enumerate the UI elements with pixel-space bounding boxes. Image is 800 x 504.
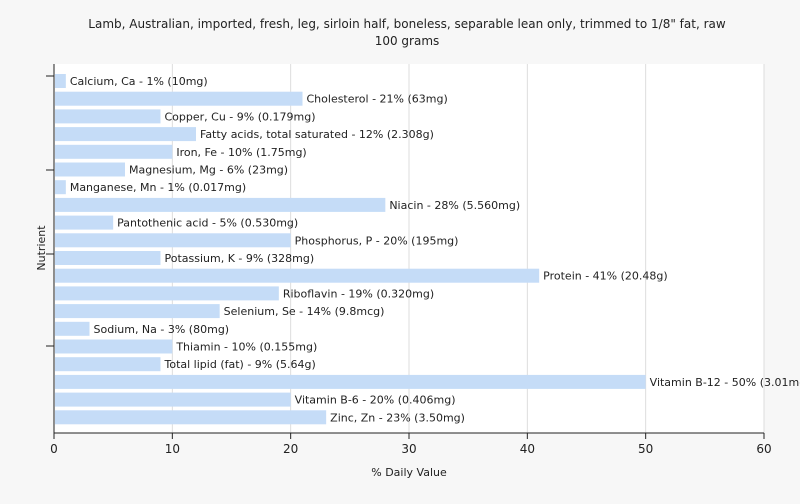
bar-label: Calcium, Ca - 1% (10mg) bbox=[70, 75, 208, 88]
bar-label: Copper, Cu - 9% (0.179mg) bbox=[165, 110, 316, 123]
bar-label: Vitamin B-12 - 50% (3.01mcg) bbox=[650, 376, 800, 389]
bar bbox=[55, 197, 386, 212]
bar-label: Riboflavin - 19% (0.320mg) bbox=[283, 287, 434, 300]
y-axis-title: Nutrient bbox=[35, 225, 48, 271]
bar-label: Cholesterol - 21% (63mg) bbox=[307, 93, 448, 106]
bar-label: Magnesium, Mg - 6% (23mg) bbox=[129, 164, 288, 177]
bar bbox=[55, 286, 279, 301]
x-axis-ticks: 0 10 20 30 40 50 60 bbox=[50, 433, 772, 456]
bar-label: Manganese, Mn - 1% (0.017mg) bbox=[70, 181, 246, 194]
bar bbox=[55, 357, 161, 372]
bar-label: Vitamin B-6 - 20% (0.406mg) bbox=[295, 394, 456, 407]
bar-label: Phosphorus, P - 20% (195mg) bbox=[295, 234, 459, 247]
chart-title-line-2: 100 grams bbox=[375, 34, 440, 48]
bar bbox=[55, 392, 291, 407]
bar-label: Iron, Fe - 10% (1.75mg) bbox=[176, 146, 306, 159]
bar bbox=[55, 144, 173, 159]
x-axis-title: % Daily Value bbox=[371, 466, 447, 479]
x-tick-label: 30 bbox=[401, 442, 416, 456]
bar bbox=[55, 410, 327, 425]
x-tick-label: 10 bbox=[165, 442, 180, 456]
bar bbox=[55, 91, 303, 106]
bar bbox=[55, 304, 220, 319]
x-tick-label: 60 bbox=[756, 442, 771, 456]
bar bbox=[55, 127, 196, 142]
bar-label: Total lipid (fat) - 9% (5.64g) bbox=[164, 358, 316, 371]
bar bbox=[55, 180, 66, 195]
bar bbox=[55, 109, 161, 124]
bar-label: Selenium, Se - 14% (9.8mcg) bbox=[224, 305, 385, 318]
bar-label: Fatty acids, total saturated - 12% (2.30… bbox=[200, 128, 434, 141]
bar bbox=[55, 321, 90, 336]
bar bbox=[55, 268, 540, 283]
bar bbox=[55, 251, 161, 265]
bar-label: Potassium, K - 9% (328mg) bbox=[165, 252, 315, 265]
bar-label: Zinc, Zn - 23% (3.50mg) bbox=[330, 411, 465, 424]
bar-label: Thiamin - 10% (0.155mg) bbox=[175, 341, 317, 354]
x-tick-label: 50 bbox=[638, 442, 653, 456]
bar bbox=[55, 233, 291, 248]
bar-label: Niacin - 28% (5.560mg) bbox=[389, 199, 520, 212]
bar bbox=[55, 74, 66, 88]
x-tick-label: 0 bbox=[50, 442, 58, 456]
x-tick-label: 40 bbox=[520, 442, 535, 456]
bar-label: Pantothenic acid - 5% (0.530mg) bbox=[117, 217, 298, 230]
chart-title-line-1: Lamb, Australian, imported, fresh, leg, … bbox=[88, 17, 726, 31]
bar-label: Sodium, Na - 3% (80mg) bbox=[94, 323, 230, 336]
bar-labels: Calcium, Ca - 1% (10mg) Cholesterol - 21%… bbox=[70, 75, 800, 424]
bars bbox=[55, 74, 646, 425]
bar bbox=[55, 339, 173, 354]
bar-label: Protein - 41% (20.48g) bbox=[543, 270, 668, 283]
x-tick-label: 20 bbox=[283, 442, 298, 456]
bar bbox=[55, 374, 646, 389]
bar bbox=[55, 162, 125, 177]
y-axis-ticks bbox=[46, 75, 54, 347]
bar bbox=[55, 215, 114, 230]
